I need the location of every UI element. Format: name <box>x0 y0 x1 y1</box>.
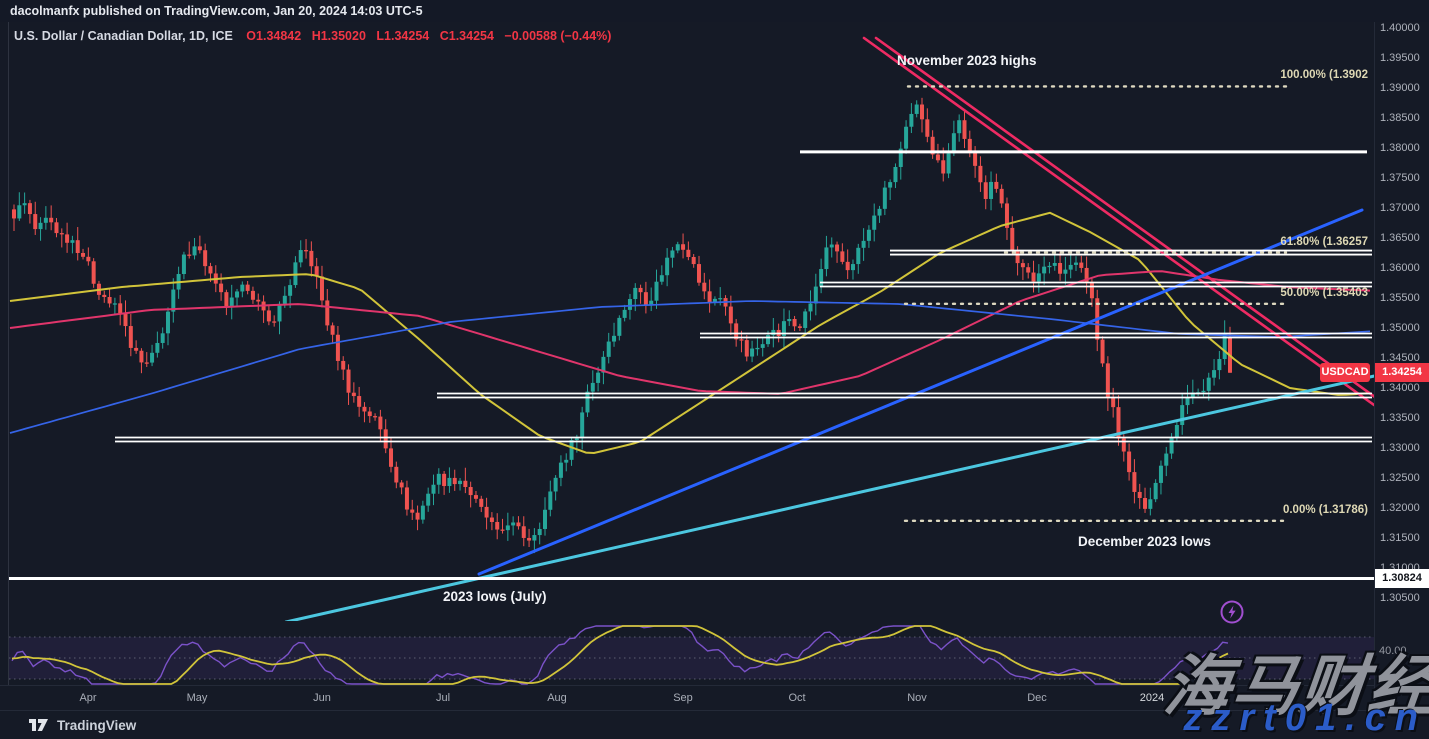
time-tick-apr: Apr <box>79 692 97 704</box>
line-price-label: 1.30824 <box>1375 569 1429 588</box>
time-tick-jul: Jul <box>435 692 451 704</box>
price-tick: 1.38000 <box>1380 142 1420 154</box>
price-tick: 1.32500 <box>1380 472 1420 484</box>
price-tick: 1.30500 <box>1380 592 1420 604</box>
price-tick: 1.32000 <box>1380 502 1420 514</box>
ohlc-low: L1.34254 <box>376 29 430 43</box>
ohlc-close: C1.34254 <box>439 29 494 43</box>
tradingview-logo-icon[interactable] <box>28 717 49 733</box>
time-tick-feb: Feb <box>1273 692 1293 704</box>
price-tick: 1.39000 <box>1380 82 1420 94</box>
sma-fast-yellow <box>9 211 1371 455</box>
symbol-title: U.S. Dollar / Canadian Dollar, 1D, ICE <box>14 29 233 43</box>
price-tick: 1.34500 <box>1380 352 1420 364</box>
time-tick-2024: 2024 <box>1139 692 1165 704</box>
time-tick-sep: Sep <box>673 692 693 704</box>
lightning-icon <box>1220 600 1244 624</box>
price-tick: 1.40000 <box>1380 22 1420 34</box>
footer-bar: TradingView <box>0 710 1429 739</box>
chart-legend[interactable]: U.S. Dollar / Canadian Dollar, 1D, ICE O… <box>14 29 611 43</box>
time-tick-dec: Dec <box>1027 692 1047 704</box>
price-tick: 1.36500 <box>1380 232 1420 244</box>
attribution-text: dacolmanfx published on TradingView.com,… <box>10 4 423 18</box>
price-tick: 1.33500 <box>1380 412 1420 424</box>
price-tick: 1.33000 <box>1380 442 1420 454</box>
symbol-price-flag: USDCAD <box>1320 363 1370 382</box>
ohlc-high: H1.35020 <box>311 29 366 43</box>
descending-channel-line-2 <box>874 36 1374 398</box>
time-axis[interactable]: Apr May Jun Jul Aug Sep Oct Nov Dec 2024 Feb <box>0 685 1374 711</box>
candlestick-chart-canvas[interactable] <box>0 0 1429 710</box>
time-tick-may: May <box>186 692 208 704</box>
last-price-label: 1.34254 <box>1375 363 1429 382</box>
price-tick: 1.39500 <box>1380 52 1420 64</box>
price-tick: 1.37500 <box>1380 172 1420 184</box>
time-tick-oct: Oct <box>788 692 806 704</box>
price-tick: 1.37000 <box>1380 202 1420 214</box>
price-tick: 1.35500 <box>1380 292 1420 304</box>
change-value: −0.00588 (−0.44%) <box>504 29 612 43</box>
price-tick: 1.31500 <box>1380 532 1420 544</box>
price-axis[interactable]: 1.40000 1.39500 1.39000 1.38500 1.38000 1.375… <box>1374 22 1429 710</box>
rsi-signal-line <box>11 625 1229 685</box>
descending-channel-line-1 <box>862 36 1374 407</box>
price-tick: 1.38500 <box>1380 112 1420 124</box>
tradingview-brand-text[interactable]: TradingView <box>57 717 137 733</box>
sma-slow-blue <box>9 300 1371 434</box>
oscillator-value-label: 40.00 <box>1379 645 1407 657</box>
ascending-trendline-cyan <box>284 374 1374 621</box>
time-tick-jun: Jun <box>313 692 331 704</box>
price-tick: 1.34000 <box>1380 382 1420 394</box>
time-tick-nov: Nov <box>907 692 927 704</box>
price-tick: 1.35000 <box>1380 322 1420 334</box>
boost-button[interactable] <box>1219 599 1245 625</box>
attribution-bar: dacolmanfx published on TradingView.com,… <box>0 0 1429 22</box>
sma-mid-pink <box>9 270 1371 395</box>
ascending-trendline-major <box>477 208 1364 576</box>
time-tick-aug: Aug <box>547 692 567 704</box>
price-tick: 1.36000 <box>1380 262 1420 274</box>
ohlc-open: O1.34842 <box>246 29 302 43</box>
